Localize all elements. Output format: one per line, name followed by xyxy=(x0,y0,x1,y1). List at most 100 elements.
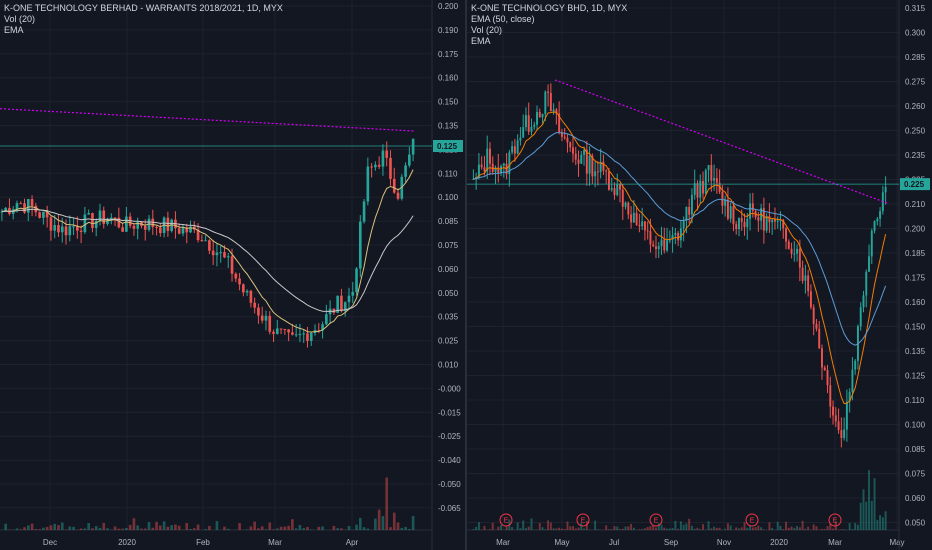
y-tick-label: 0.075 xyxy=(905,470,926,479)
volume-bar xyxy=(287,525,290,530)
volume-bar xyxy=(754,527,757,530)
candle-body xyxy=(45,211,49,218)
earnings-marker-label: E xyxy=(504,518,509,525)
volume-bar xyxy=(541,527,544,530)
volume-bar xyxy=(49,525,53,530)
candle-body xyxy=(583,149,586,155)
y-tick-label: 0.150 xyxy=(438,98,459,107)
volume-bar xyxy=(159,525,162,530)
candle-body xyxy=(309,333,313,341)
volume-bar xyxy=(619,529,621,530)
volume-bar xyxy=(253,521,256,530)
y-tick-label: -0.025 xyxy=(438,432,461,441)
candle-body xyxy=(732,206,735,225)
candle-body xyxy=(549,92,552,112)
volume-bar xyxy=(516,522,519,530)
volume-bar xyxy=(798,527,801,530)
earnings-marker xyxy=(745,513,759,527)
candle-body xyxy=(671,235,674,240)
volume-bar xyxy=(192,528,196,530)
candle-body xyxy=(260,315,264,321)
left-chart-canvas[interactable]: 0.200 0.190 0.175 0.160 0.150 0.135 0.125 0.110… xyxy=(0,0,466,550)
y-tick-label: 0.035 xyxy=(438,313,459,322)
candle-body xyxy=(801,267,804,281)
volume-bar xyxy=(302,528,306,530)
candle-body xyxy=(121,227,124,232)
volume-bar xyxy=(569,526,572,530)
y-tick-label: 0.050 xyxy=(905,519,926,528)
candle-body xyxy=(30,199,34,206)
candle-body xyxy=(185,227,189,233)
candle-body xyxy=(513,146,516,154)
candle-body xyxy=(729,206,732,219)
volume-bar xyxy=(549,522,552,530)
candle-body xyxy=(264,315,268,321)
candle-body xyxy=(8,207,11,214)
candle-body xyxy=(541,113,544,118)
candle-body xyxy=(599,161,602,173)
volume-bar xyxy=(366,528,370,530)
candle-body xyxy=(223,252,226,258)
trendline xyxy=(0,108,416,132)
volume-bar xyxy=(140,528,143,530)
left-indicator-ema[interactable]: EMA xyxy=(4,25,24,35)
candle-body xyxy=(377,164,381,167)
candle-body xyxy=(98,210,102,221)
candle-body xyxy=(109,217,113,219)
candle-body xyxy=(358,221,362,269)
candle-body xyxy=(668,239,671,241)
volume-bar xyxy=(355,524,358,530)
candle-body xyxy=(638,224,641,227)
candle-body xyxy=(242,284,245,293)
candle-body xyxy=(500,165,503,174)
y-tick-label: -0.065 xyxy=(438,504,461,513)
candle-body xyxy=(713,178,716,181)
candle-body xyxy=(200,240,204,242)
volume-bar xyxy=(162,521,166,530)
volume-bar xyxy=(884,511,887,530)
candle-body xyxy=(238,278,241,285)
candle-body xyxy=(616,183,619,196)
candle-body xyxy=(204,240,207,242)
candle-body xyxy=(585,149,588,174)
volume-bar xyxy=(583,528,586,530)
candle-body xyxy=(677,232,680,241)
candle-body xyxy=(336,295,339,313)
volume-bar xyxy=(196,524,200,530)
right-indicator-ema50[interactable]: EMA (50, close) xyxy=(471,14,535,24)
candle-body xyxy=(726,199,729,219)
right-indicator-vol[interactable]: Vol (20) xyxy=(471,25,503,35)
right-chart-panel[interactable]: 0.315 0.300 0.285 0.275 0.260 0.250 0.235 0.225… xyxy=(467,0,932,550)
candle-body xyxy=(812,307,815,324)
volume-bar xyxy=(260,526,264,530)
candle-body xyxy=(693,183,696,195)
x-tick-label: 2020 xyxy=(118,538,136,547)
candle-body xyxy=(491,163,494,172)
last-price-tag xyxy=(900,178,930,191)
candle-body xyxy=(876,218,879,222)
left-chart-panel[interactable]: 0.200 0.190 0.175 0.160 0.150 0.135 0.125 0.110… xyxy=(0,0,466,550)
right-chart-canvas[interactable]: 0.315 0.300 0.285 0.275 0.260 0.250 0.235 0.225… xyxy=(467,0,932,550)
volume-bar xyxy=(666,528,669,530)
candle-body xyxy=(591,155,594,177)
candle-body xyxy=(547,91,550,93)
volume-bar xyxy=(577,527,580,530)
volume-bar xyxy=(856,524,859,530)
x-tick-label: Apr xyxy=(346,538,359,547)
candle-body xyxy=(569,142,572,148)
volume-bar xyxy=(404,527,407,530)
left-indicator-vol[interactable]: Vol (20) xyxy=(4,14,36,24)
volume-bar xyxy=(30,523,34,530)
volume-bar xyxy=(174,524,177,530)
candle-body xyxy=(652,244,655,247)
candle-body xyxy=(83,214,87,233)
right-indicator-ema[interactable]: EMA xyxy=(471,36,491,46)
y-tick-label: 0.250 xyxy=(905,127,926,136)
volume-bar xyxy=(475,526,478,530)
volume-bar xyxy=(793,527,796,530)
volume-bar xyxy=(268,522,272,530)
candle-body xyxy=(560,132,563,137)
panel-divider[interactable] xyxy=(465,0,467,550)
volume-bar xyxy=(60,522,64,530)
volume-bar xyxy=(682,524,685,530)
